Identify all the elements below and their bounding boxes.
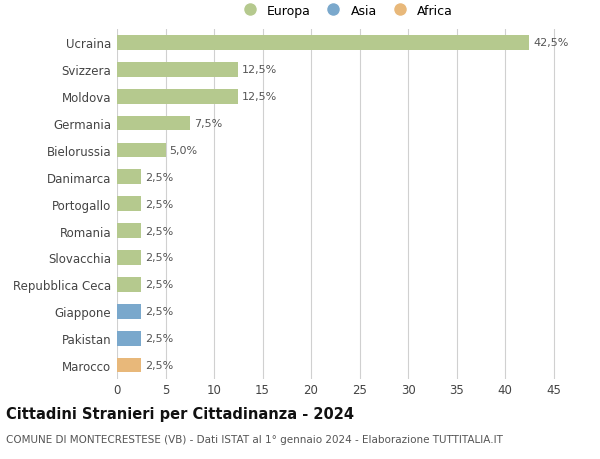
Text: 2,5%: 2,5% (145, 280, 173, 290)
Bar (117, 170, 141, 185)
Bar (117, 277, 141, 292)
Text: 2,5%: 2,5% (145, 307, 173, 317)
Bar (117, 117, 190, 131)
Bar (117, 90, 238, 104)
Bar (117, 331, 141, 346)
Text: 2,5%: 2,5% (145, 360, 173, 370)
Legend: Europa, Asia, Africa: Europa, Asia, Africa (235, 2, 455, 20)
Text: 42,5%: 42,5% (533, 38, 569, 48)
Bar (117, 251, 141, 265)
Bar (117, 197, 141, 212)
Text: 2,5%: 2,5% (145, 226, 173, 236)
Text: 12,5%: 12,5% (242, 65, 277, 75)
Bar (117, 358, 141, 373)
Text: 5,0%: 5,0% (169, 146, 197, 156)
Text: 2,5%: 2,5% (145, 253, 173, 263)
Bar (117, 304, 141, 319)
Text: 2,5%: 2,5% (145, 199, 173, 209)
Text: 2,5%: 2,5% (145, 173, 173, 182)
Text: COMUNE DI MONTECRESTESE (VB) - Dati ISTAT al 1° gennaio 2024 - Elaborazione TUTT: COMUNE DI MONTECRESTESE (VB) - Dati ISTA… (6, 434, 503, 444)
Bar (117, 224, 141, 239)
Bar (117, 36, 529, 50)
Text: 12,5%: 12,5% (242, 92, 277, 102)
Text: 7,5%: 7,5% (194, 119, 222, 129)
Bar (117, 63, 238, 78)
Bar (117, 143, 166, 158)
Text: Cittadini Stranieri per Cittadinanza - 2024: Cittadini Stranieri per Cittadinanza - 2… (6, 406, 354, 421)
Text: 2,5%: 2,5% (145, 333, 173, 343)
